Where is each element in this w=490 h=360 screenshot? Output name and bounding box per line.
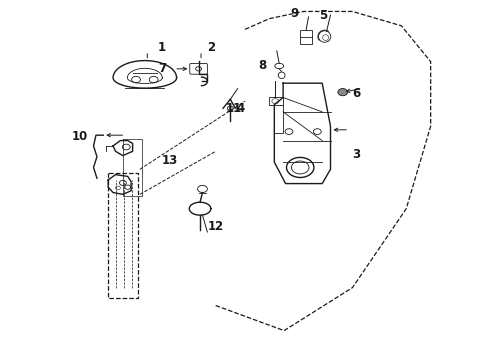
Bar <box>300 30 312 44</box>
Text: 11: 11 <box>225 102 242 115</box>
Text: 8: 8 <box>259 59 267 72</box>
Circle shape <box>338 89 347 96</box>
Text: 12: 12 <box>208 220 224 233</box>
Text: 3: 3 <box>352 148 361 161</box>
Text: 10: 10 <box>72 130 88 144</box>
Text: 5: 5 <box>319 9 327 22</box>
Text: 7: 7 <box>159 62 167 75</box>
Text: 13: 13 <box>162 154 178 167</box>
Text: 6: 6 <box>352 87 361 100</box>
Text: 2: 2 <box>207 41 215 54</box>
Text: 9: 9 <box>291 7 299 20</box>
Bar <box>270 97 283 105</box>
Text: 4: 4 <box>237 102 245 115</box>
Text: 1: 1 <box>158 41 166 54</box>
